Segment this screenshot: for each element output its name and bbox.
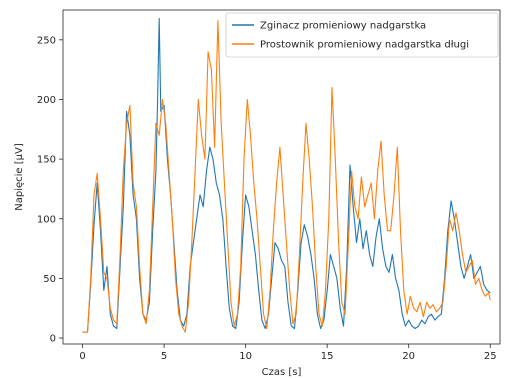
legend-box	[225, 12, 499, 58]
x-tick-label: 5	[161, 351, 167, 362]
y-tick-label: 50	[43, 274, 56, 285]
x-tick-label: 15	[321, 351, 334, 362]
x-tick-label: 0	[79, 351, 85, 362]
y-axis-label: Napięcie [μV]	[14, 143, 25, 211]
series-line-2	[82, 20, 491, 333]
y-tick-label: 250	[37, 35, 56, 46]
y-tick-label: 100	[37, 214, 56, 225]
x-axis-label: Czas [s]	[262, 367, 302, 378]
y-tick-label: 0	[50, 334, 56, 345]
plot-frame	[62, 9, 501, 345]
legend-entry-1: Zginacz promieniowy nadgarstka	[260, 21, 426, 32]
series-line-1	[82, 17, 491, 333]
legend: Zginacz promieniowy nadgarstka Prostownik…	[225, 12, 499, 58]
x-tick-label: 20	[402, 351, 415, 362]
x-tick-label: 10	[239, 351, 252, 362]
y-tick-label: 150	[37, 155, 56, 166]
series-layer	[82, 17, 491, 333]
x-tick-label: 25	[484, 351, 497, 362]
y-tick-label: 200	[37, 95, 56, 106]
legend-entry-2: Prostownik promieniowy nadgarstka długi	[260, 40, 469, 51]
